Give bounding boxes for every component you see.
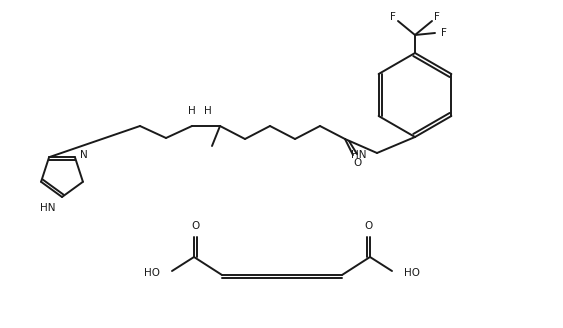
Text: F: F [441, 28, 447, 38]
Text: HO: HO [404, 268, 420, 278]
Text: O: O [364, 221, 373, 231]
Text: F: F [390, 12, 396, 22]
Text: HO: HO [144, 268, 160, 278]
Text: H: H [188, 106, 196, 116]
Text: HN: HN [351, 150, 367, 160]
Text: HN: HN [41, 203, 56, 213]
Text: O: O [191, 221, 200, 231]
Text: H: H [204, 106, 212, 116]
Text: F: F [434, 12, 440, 22]
Text: N: N [80, 150, 88, 160]
Text: O: O [353, 158, 361, 168]
